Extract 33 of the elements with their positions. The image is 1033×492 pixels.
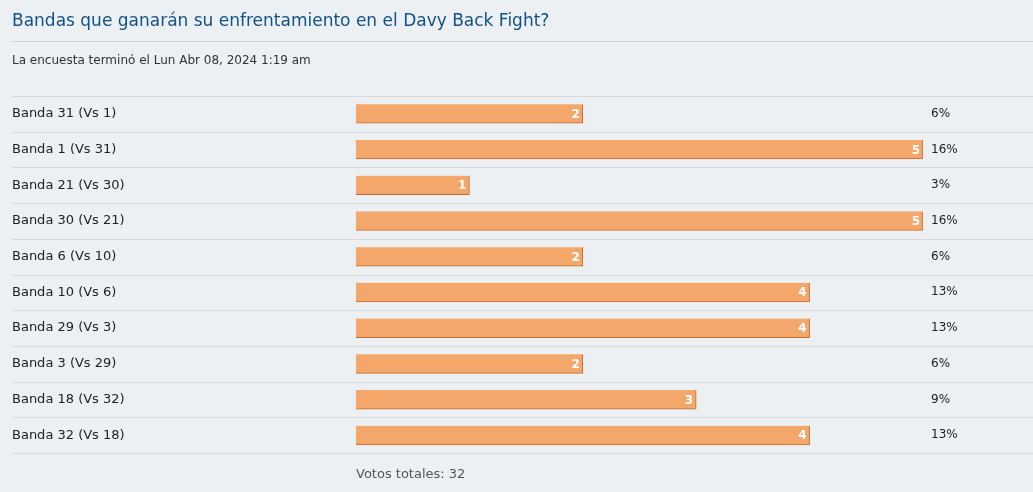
- chart-title: Bandas que ganarán su enfrentamiento en el Davy Back Fight?: [12, 10, 550, 30]
- y-tick-label: Banda 32 (Vs 18): [12, 426, 125, 442]
- data-label: 1: [458, 178, 467, 193]
- text: 6%: [931, 248, 951, 263]
- text: La encuesta terminó el Lun Abr 08, 2024 1:19 am: [12, 53, 311, 67]
- text: 16%: [931, 141, 958, 156]
- data-label: 3: [684, 392, 694, 407]
- y-tick-label: Banda 29 (Vs 3): [12, 319, 117, 335]
- data-label: 5: [911, 214, 920, 229]
- data-label: 4: [798, 285, 807, 300]
- text: 13%: [931, 284, 958, 299]
- y-tick-label: Banda 30 (Vs 21): [12, 212, 125, 228]
- y-tick-label: Banda 1 (Vs 31): [12, 140, 117, 156]
- y-tick-label: Banda 10 (Vs 6): [12, 283, 117, 299]
- data-label: 2: [571, 356, 580, 371]
- text: Votos totales: 32: [356, 466, 466, 481]
- data-label: 5: [911, 142, 920, 157]
- text: 6%: [931, 105, 951, 120]
- text: 3%: [931, 177, 951, 192]
- data-label: 2: [571, 106, 580, 121]
- y-tick-label: Banda 21 (Vs 30): [12, 176, 125, 192]
- y-tick-label: Banda 31 (Vs 1): [12, 105, 117, 121]
- data-label: 4: [798, 428, 807, 443]
- data-label: 2: [571, 249, 580, 264]
- y-tick-label: Banda 6 (Vs 10): [12, 248, 117, 264]
- text: 13%: [931, 320, 958, 335]
- text: 9%: [931, 391, 951, 406]
- text: 6%: [931, 355, 951, 370]
- data-label: 4: [798, 321, 807, 336]
- y-tick-label: Banda 3 (Vs 29): [12, 355, 117, 371]
- y-tick-label: Banda 18 (Vs 32): [12, 390, 125, 406]
- text: 16%: [931, 213, 958, 228]
- text: 13%: [931, 427, 958, 442]
